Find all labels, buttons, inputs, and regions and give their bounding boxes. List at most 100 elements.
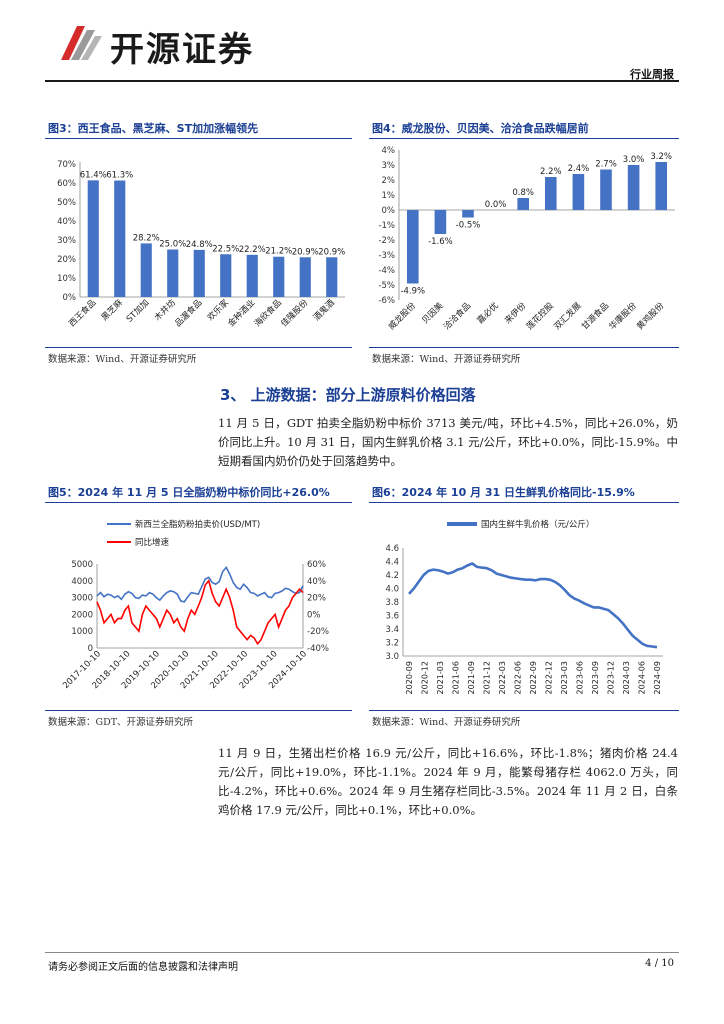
x-tick-label: 佳隆股份 (279, 297, 311, 329)
data-label: 61.3% (106, 171, 133, 181)
x-tick-label: 品渥食品 (173, 297, 205, 329)
brand-name: 开源证券 (110, 30, 254, 70)
y-left-tick-label: 5000 (71, 560, 93, 570)
fig6-chart: 国内生鲜牛乳价格（元/公斤） 3.0 3.2 3.4 3.6 3.8 4.0 4.2 4.4 4.… (385, 519, 663, 694)
data-label: 20.9% (318, 247, 345, 257)
fig5-chart: 新西兰全脂奶粉拍卖价(USD/MT) 同比增速 0 1000 2000 3000 4000 5… (61, 519, 329, 691)
x-tick-label: 金种酒业 (226, 297, 258, 329)
y-left-tick-label: 3000 (71, 594, 93, 604)
bar (517, 198, 529, 210)
bar (434, 210, 447, 234)
x-tick-label: 2024-06 (638, 661, 647, 694)
footer-divider (45, 952, 679, 953)
series-line-yoy (96, 579, 304, 646)
bar (655, 162, 667, 210)
bar (87, 180, 99, 297)
data-label: 20.9% (292, 247, 319, 257)
data-label: 2.2% (540, 167, 562, 177)
logo-icon (61, 26, 102, 60)
x-tick-label: 甘源食品 (579, 300, 611, 332)
data-label: 25.0% (159, 240, 186, 250)
y-left-tick-label: 0 (88, 644, 93, 654)
x-tick-label: 酒鬼酒 (311, 297, 337, 323)
y-left-tick-label: 2000 (71, 610, 93, 620)
bar (299, 257, 311, 297)
fig3-chart: 0%10%20%30%40%50%60%70%61.4%西王食品61.3%黑芝麻… (57, 160, 345, 329)
fig6-source: 数据来源：Wind、开源证券研究所 (372, 717, 521, 728)
data-label: 2.4% (568, 164, 590, 174)
bar (220, 254, 232, 297)
fig6-title: 图6：2024 年 10 月 31 日生鲜乳价格同比-15.9% (372, 486, 635, 499)
x-tick-label: 2020-12 (421, 661, 430, 694)
x-tick-label: 2024-03 (622, 661, 631, 694)
y-tick-label: -3% (378, 251, 395, 261)
x-tick-label: 2022-06 (514, 661, 523, 694)
fig6-title-rule (369, 502, 679, 503)
bar (572, 174, 585, 210)
x-tick-label: ST加加 (124, 297, 151, 324)
y-right-tick-label: 40% (307, 577, 326, 587)
y-right-tick-label: -40% (307, 644, 329, 654)
x-tick-label: 2023-06 (576, 661, 585, 694)
fig4-chart: -6%-5%-4%-3%-2%-1%0%1%2%3%4%-4.9%威龙股份-1.… (378, 146, 675, 332)
x-tick-label: 贝因美 (420, 300, 446, 326)
fig3-title-rule (45, 138, 352, 139)
fig6-bottom-rule (369, 710, 679, 711)
x-tick-label: 2024-09 (653, 661, 662, 694)
x-tick-label: 2023-09 (591, 661, 600, 694)
y-left-tick-label: 1000 (71, 627, 93, 637)
y-tick-label: 3.2 (385, 639, 399, 649)
header-divider (45, 80, 679, 82)
y-tick-label: 50% (57, 198, 76, 208)
x-tick-label: 2021-06 (452, 661, 461, 694)
section-heading: 3、 上游数据：部分上游原料价格回落 (220, 386, 476, 404)
data-label: 3.2% (650, 152, 672, 162)
bar (407, 210, 419, 284)
fig4-title-rule (369, 138, 679, 139)
legend-label-price: 新西兰全脂奶粉拍卖价(USD/MT) (135, 519, 260, 530)
fig4-title: 图4：威龙股份、贝因美、洽洽食品跌幅居前 (372, 122, 589, 135)
y-tick-label: 0% (382, 206, 396, 216)
fig5-source: 数据来源：GDT、开源证券研究所 (48, 717, 194, 728)
bar (545, 177, 557, 210)
fig5-title-rule (45, 502, 352, 503)
data-label: 22.5% (212, 244, 239, 254)
data-label: 24.8% (186, 240, 213, 250)
y-tick-label: 3.6 (385, 612, 399, 622)
x-tick-label: 2022-03 (498, 661, 507, 694)
x-tick-label: 2021-09 (467, 661, 476, 694)
y-right-tick-label: 0% (307, 610, 321, 620)
bar (462, 210, 474, 218)
y-tick-label: -1% (378, 221, 395, 231)
x-tick-label: 黑芝麻 (99, 297, 125, 323)
doc-type-label: 行业周报 (630, 68, 674, 81)
y-left-tick-label: 4000 (71, 577, 93, 587)
section-paragraph: 11 月 5 日，GDT 拍卖全脂奶粉中标价 3713 美元/吨，环比+4.5%… (218, 416, 678, 468)
x-tick-label: 莲花控股 (524, 300, 556, 332)
y-tick-label: 4.0 (385, 585, 399, 595)
fig4-bottom-rule (369, 347, 679, 348)
page-number: 4 / 10 (645, 958, 674, 969)
data-label: 61.4% (80, 170, 107, 180)
bar (114, 180, 126, 297)
livestock-paragraph: 11 月 9 日，生猪出栏价格 16.9 元/公斤，同比+16.6%，环比-1.… (218, 746, 678, 817)
x-tick-label: 洽洽食品 (441, 300, 473, 332)
fig3-bottom-rule (45, 347, 352, 348)
series-line-price (96, 565, 304, 603)
bar (326, 257, 338, 297)
x-tick-label: 黄鸡股份 (634, 300, 666, 332)
x-tick-label: 2021-12 (483, 661, 492, 694)
data-label: -1.6% (428, 237, 453, 247)
data-label: 0.8% (512, 188, 534, 198)
y-tick-label: 70% (57, 160, 76, 170)
y-tick-label: -2% (378, 236, 395, 246)
y-tick-label: 4.4 (385, 558, 399, 568)
y-tick-label: -5% (378, 281, 395, 291)
y-tick-label: 30% (57, 236, 76, 246)
data-label: -0.5% (456, 221, 481, 231)
x-tick-label: 木井坊 (152, 297, 178, 323)
y-tick-label: 3% (382, 161, 396, 171)
fig3-source: 数据来源：Wind、开源证券研究所 (48, 354, 197, 365)
data-label: 28.2% (133, 233, 160, 243)
x-tick-label: 2021-03 (436, 661, 445, 694)
